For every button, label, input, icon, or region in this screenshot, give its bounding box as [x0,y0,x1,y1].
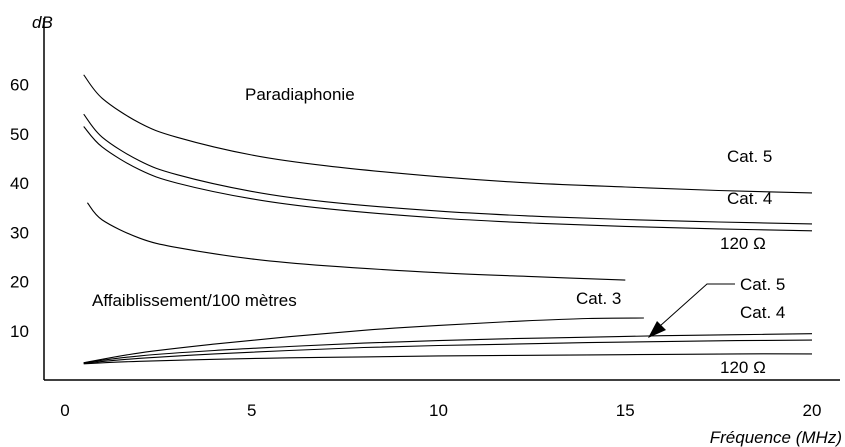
y-tick-label: 60 [10,76,29,95]
x-tick-label: 20 [803,401,822,420]
cat5-leader-arrowhead [648,321,666,338]
series-line-4 [83,317,644,364]
x-axis-label: Fréquence (MHz) [710,428,842,447]
series-label-120ohm-attenuation: 120 Ω [720,358,766,377]
x-tick-labels: 0 5 10 15 20 [60,401,821,420]
x-tick-label: 15 [616,401,635,420]
group-label-paradiaphonie: Paradiaphonie [245,85,355,104]
series-label-cat5-crosstalk: Cat. 5 [727,147,772,166]
y-axis-label: dB [32,13,53,32]
series-label-cat5-attenuation: Cat. 5 [740,275,785,294]
y-tick-labels: 60 50 40 30 20 10 [10,76,29,341]
series-line-5 [83,333,813,364]
x-tick-label: 10 [429,401,448,420]
series-label-cat4-crosstalk: Cat. 4 [727,189,772,208]
series-lines [83,74,813,365]
series-label-cat4-attenuation: Cat. 4 [740,303,785,322]
y-tick-label: 40 [10,174,29,193]
series-line-7 [83,353,813,365]
y-tick-label: 30 [10,223,29,242]
cat5-leader-line [659,283,735,327]
x-tick-label: 0 [60,401,69,420]
x-tick-label: 5 [247,401,256,420]
series-label-cat3: Cat. 3 [576,289,621,308]
y-tick-label: 20 [10,273,29,292]
series-line-0 [83,74,813,194]
y-tick-label: 10 [10,322,29,341]
group-label-affaiblissement: Affaiblissement/100 mètres [92,291,297,310]
series-line-6 [83,339,813,364]
series-line-3 [86,202,626,281]
series-label-120ohm-crosstalk: 120 Ω [720,234,766,253]
series-line-2 [83,126,813,232]
series-line-1 [83,113,813,225]
y-tick-label: 50 [10,125,29,144]
